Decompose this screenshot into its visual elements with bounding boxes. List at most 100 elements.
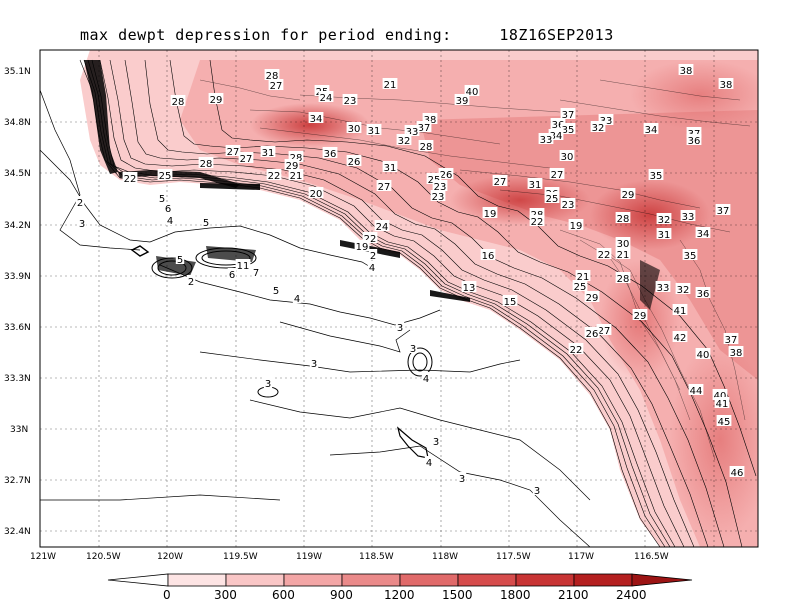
colorbar-bin-8 <box>573 573 633 587</box>
contour-label-box <box>568 219 584 230</box>
contour-label: 28 <box>288 151 304 164</box>
lon-tick-119w: 119W <box>296 552 322 562</box>
contour-label-box <box>198 157 214 168</box>
contour-label-text: 27 <box>494 177 507 188</box>
contour-label-box <box>615 272 631 283</box>
contour-label: 29 <box>632 309 648 322</box>
contour-label-box <box>686 127 702 138</box>
contour-label-text: 27 <box>227 147 240 158</box>
contour-label-box <box>157 192 167 203</box>
contour-label-box <box>422 113 438 124</box>
contour-label: 28 <box>170 95 186 108</box>
contour-label: 35 <box>560 123 576 136</box>
ocean-contours <box>40 89 591 547</box>
contour-label-box <box>723 333 739 344</box>
contour-label-text: 3 <box>311 359 317 370</box>
contour-label: 16 <box>480 249 496 262</box>
contour-label: 23 <box>560 198 576 211</box>
contour-label-text: 37 <box>725 335 738 346</box>
contour-label: 3 <box>77 217 87 230</box>
contour-label-box <box>560 123 576 134</box>
colorbar-bin-3 <box>283 573 343 587</box>
contour-label: 22 <box>266 169 282 182</box>
contour-label-text: 35 <box>562 125 575 136</box>
contour-label: 7 <box>251 266 261 279</box>
contour-label: 36 <box>695 287 711 300</box>
contour-label: 3 <box>395 321 405 334</box>
contour-label-text: 33 <box>600 116 613 127</box>
contour-label-box <box>208 93 224 104</box>
contour-label: 32 <box>590 121 606 134</box>
contour-label-text: 40 <box>466 87 479 98</box>
contour-label-text: 36 <box>688 136 701 147</box>
contour-label-box <box>431 435 441 446</box>
contour-label-text: 35 <box>684 251 697 262</box>
contour-label-box <box>165 214 175 225</box>
contour-label-text: 38 <box>424 115 437 126</box>
lat-tick-34-2n: 34.2N <box>4 221 31 231</box>
contour-label-text: 20 <box>310 189 323 200</box>
contour-label-text: 2 <box>77 198 83 209</box>
contour-label-text: 29 <box>586 293 599 304</box>
contour-label: 31 <box>656 228 672 241</box>
contour-label: 23 <box>430 190 446 203</box>
contour-label: 34 <box>548 129 564 142</box>
contour-label-box <box>695 287 711 298</box>
contour-label-box <box>615 237 631 248</box>
contour-label-text: 33 <box>657 283 670 294</box>
lon-tick-116-5w: 116.5W <box>634 552 669 562</box>
contour-labels: 2827252423212829403938383430313837333228… <box>75 64 745 497</box>
contour-label-box <box>238 152 254 163</box>
contour-label-text: 22 <box>124 174 137 185</box>
contour-label-box <box>678 64 694 75</box>
contour-label: 33 <box>404 125 420 138</box>
contour-label-text: 28 <box>290 153 303 164</box>
contour-label-text: 33 <box>540 135 553 146</box>
contour-label: 28 <box>615 272 631 285</box>
contour-label-box <box>424 456 434 467</box>
contour-label: 26 <box>346 155 362 168</box>
contour-label-box <box>288 169 304 180</box>
contour-label-text: 2 <box>188 277 194 288</box>
contour-label-box <box>263 377 273 388</box>
contour-label: 29 <box>284 159 300 172</box>
contour-label-box <box>568 343 584 354</box>
lat-tick-32-4n: 32.4N <box>4 527 31 537</box>
contour-label-box <box>728 346 744 357</box>
contour-label-text: 27 <box>240 154 253 165</box>
contour-label: 34 <box>308 112 324 125</box>
lon-tick-117w: 117W <box>568 552 594 562</box>
contour-label-text: 29 <box>634 311 647 322</box>
contour-label-text: 29 <box>210 95 223 106</box>
contour-label: 39 <box>454 94 470 107</box>
lat-tick-32-7n: 32.7N <box>4 476 31 486</box>
map-frame <box>39 49 759 548</box>
contour-label: 4 <box>421 372 431 385</box>
contour-label-text: 28 <box>617 214 630 225</box>
contour-label-text: 37 <box>717 206 730 217</box>
contour-label-box <box>527 178 543 189</box>
contour-label-text: 4 <box>426 458 432 469</box>
contour-label: 3 <box>431 435 441 448</box>
contour-label-text: 35 <box>650 171 663 182</box>
lon-tick-119-5w: 119.5W <box>223 552 258 562</box>
contour-label-box <box>201 216 211 227</box>
contour-label-text: 27 <box>551 170 564 181</box>
contour-label-text: 37 <box>562 110 575 121</box>
contour-label-box <box>596 324 612 335</box>
contour-label-box <box>584 327 600 338</box>
contour-label-text: 27 <box>598 326 611 337</box>
contour-label-text: 33 <box>406 127 419 138</box>
contour-label: 22 <box>529 215 545 228</box>
contour-label: 35 <box>648 169 664 182</box>
colorbar-bin-4 <box>341 573 401 587</box>
contour-label: 21 <box>615 248 631 261</box>
contour-label-box <box>596 248 612 259</box>
colorbar-bin-1 <box>167 573 227 587</box>
contour-label-box <box>225 145 241 156</box>
contour-label-text: 38 <box>720 80 733 91</box>
contour-label-text: 13 <box>463 283 476 294</box>
contour-label-box <box>529 208 545 219</box>
contour-label-box <box>362 232 378 243</box>
contour-label-box <box>322 147 338 158</box>
